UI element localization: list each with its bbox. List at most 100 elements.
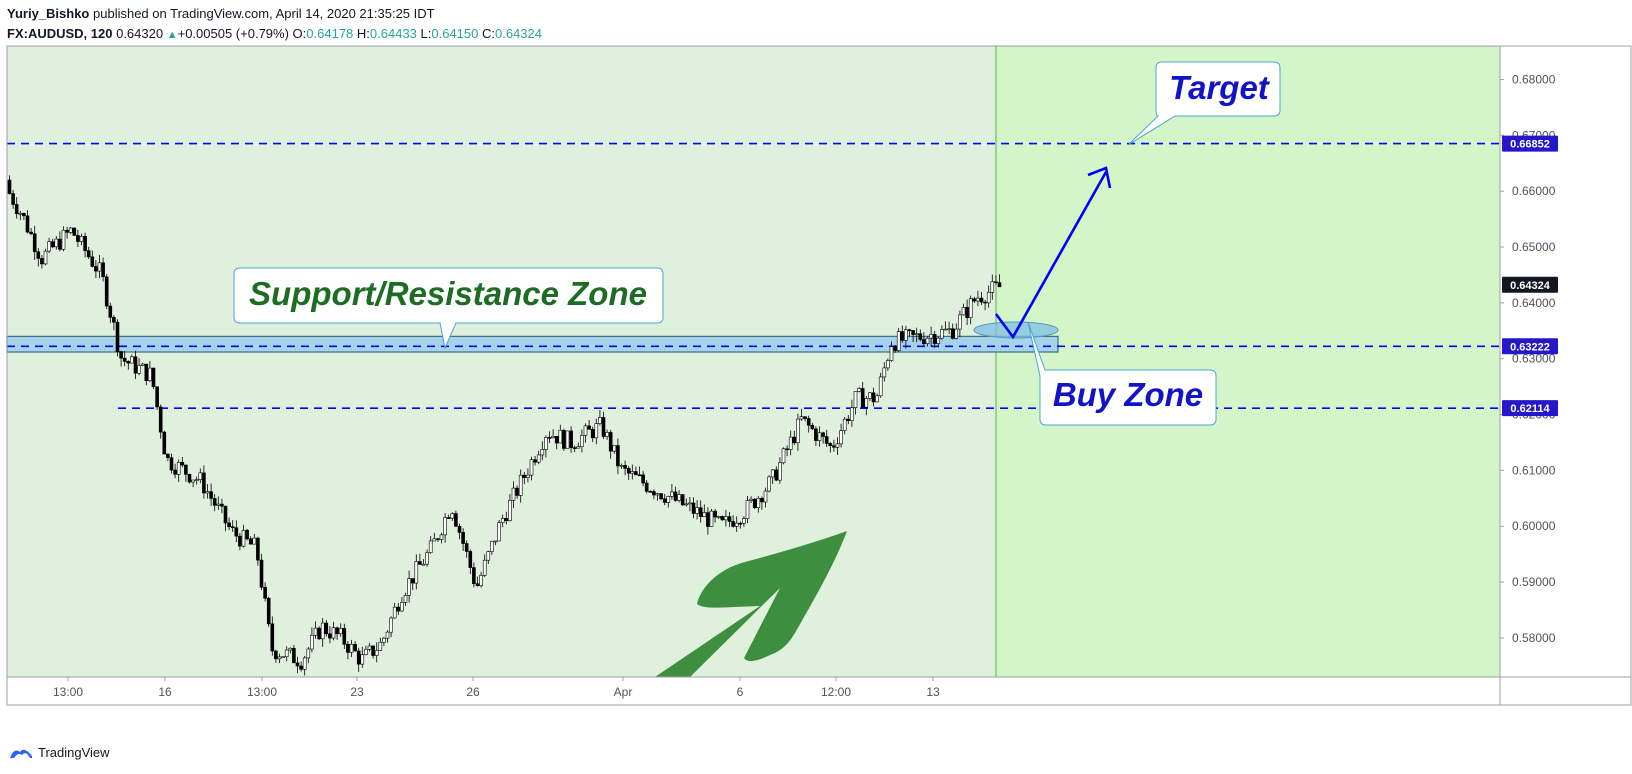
level-price-tag: 0.62114 bbox=[1510, 403, 1550, 415]
candle-body bbox=[40, 258, 44, 265]
candle-body bbox=[86, 250, 91, 258]
candle-body bbox=[666, 496, 671, 503]
candle-body bbox=[940, 329, 944, 339]
candle-body bbox=[670, 491, 674, 497]
candle-body bbox=[209, 491, 213, 499]
candle-body bbox=[428, 540, 433, 553]
candle-body bbox=[18, 212, 23, 215]
candle-body bbox=[961, 307, 966, 316]
candle-body bbox=[792, 436, 797, 444]
candle-body bbox=[760, 497, 764, 503]
time-tick-label: Apr bbox=[614, 685, 633, 699]
candle-body bbox=[259, 559, 264, 588]
candle-body bbox=[482, 559, 487, 576]
candle-body bbox=[122, 357, 127, 362]
candle-body bbox=[306, 648, 311, 659]
level-price-tag: 0.63222 bbox=[1510, 341, 1550, 353]
candle-body bbox=[601, 417, 606, 437]
candle-body bbox=[439, 534, 444, 540]
candle-body bbox=[547, 437, 552, 439]
candle-body bbox=[155, 386, 159, 408]
candle-body bbox=[227, 522, 231, 528]
candle-body bbox=[194, 479, 199, 481]
candle-body bbox=[54, 238, 59, 248]
tradingview-footer[interactable]: TradingView bbox=[8, 744, 110, 760]
time-axis[interactable]: 13:00 16 13:00 23 26 Apr 6 12:00 13 bbox=[53, 677, 940, 699]
candle-body bbox=[540, 449, 545, 456]
candle-body bbox=[767, 476, 771, 492]
candle-body bbox=[108, 305, 113, 318]
candle-body bbox=[911, 330, 915, 335]
candle-body bbox=[918, 333, 923, 340]
candle-body bbox=[400, 602, 404, 612]
candle-body bbox=[950, 328, 955, 339]
candle-body bbox=[274, 650, 278, 660]
low-value: 0.64150 bbox=[431, 26, 479, 41]
candle-body bbox=[630, 471, 635, 474]
candle-body bbox=[954, 328, 959, 339]
price-tick-label: 0.68000 bbox=[1512, 73, 1556, 87]
candle-body bbox=[929, 334, 933, 339]
candle-body bbox=[288, 647, 293, 651]
candle-body bbox=[133, 356, 138, 374]
candle-body bbox=[173, 469, 177, 475]
low-label: L: bbox=[420, 26, 432, 41]
candle-body bbox=[936, 337, 941, 344]
candle-body bbox=[446, 517, 451, 519]
candle-body bbox=[263, 586, 267, 599]
candle-body bbox=[313, 627, 318, 636]
candle-body bbox=[713, 510, 717, 518]
candle-body bbox=[752, 498, 757, 508]
candle-body bbox=[97, 262, 102, 272]
candle-body bbox=[198, 472, 203, 480]
last-price-tag: 0.64324 bbox=[1510, 280, 1551, 292]
candle-body bbox=[994, 281, 998, 284]
candle-body bbox=[112, 317, 116, 323]
horizontal-levels bbox=[7, 142, 1500, 409]
time-tick-label: 13 bbox=[926, 685, 940, 699]
time-tick-label: 13:00 bbox=[247, 685, 277, 699]
candle-body bbox=[788, 436, 793, 450]
candle-body bbox=[76, 235, 80, 242]
level-price-tag: 0.66852 bbox=[1510, 139, 1550, 151]
candle-body bbox=[338, 628, 343, 635]
candle-body bbox=[320, 622, 325, 640]
price-axis[interactable]: 0.680000.670000.660000.650000.640000.630… bbox=[1500, 73, 1556, 645]
candle-body bbox=[101, 262, 105, 278]
price-tick-label: 0.64000 bbox=[1512, 296, 1556, 310]
candle-body bbox=[144, 363, 149, 382]
plot-border bbox=[6, 45, 1632, 706]
green-up-arrow-icon bbox=[655, 531, 847, 677]
candle-body bbox=[677, 494, 681, 501]
candle-body bbox=[50, 241, 55, 248]
candle-body bbox=[745, 500, 750, 519]
candle-body bbox=[828, 443, 833, 446]
candle-body bbox=[90, 256, 95, 267]
author-name[interactable]: Yuriy_Bishko bbox=[7, 6, 90, 21]
candle-body bbox=[774, 469, 779, 481]
candle-body bbox=[925, 337, 930, 345]
candles bbox=[7, 175, 1002, 676]
candle-body bbox=[558, 429, 563, 444]
candle-body bbox=[241, 529, 246, 547]
candle-body bbox=[72, 227, 77, 236]
candle-body bbox=[130, 356, 134, 364]
candle-body bbox=[662, 498, 667, 503]
candle-body bbox=[947, 328, 951, 331]
candle-body bbox=[526, 474, 530, 478]
candle-body bbox=[850, 407, 854, 421]
candle-body bbox=[486, 551, 491, 561]
candle-body bbox=[7, 179, 12, 194]
candle-body bbox=[392, 606, 397, 619]
candle-body bbox=[140, 363, 145, 366]
candle-body bbox=[709, 510, 714, 527]
candle-body bbox=[83, 235, 87, 251]
tradingview-brand: TradingView bbox=[38, 744, 110, 760]
publish-info: Yuriy_Bishko published on TradingView.co… bbox=[7, 6, 435, 21]
price-tick-label: 0.58000 bbox=[1512, 631, 1556, 645]
candle-body bbox=[673, 491, 678, 501]
candle-body bbox=[544, 437, 548, 450]
candle-body bbox=[796, 418, 800, 444]
candle-body bbox=[724, 516, 728, 521]
